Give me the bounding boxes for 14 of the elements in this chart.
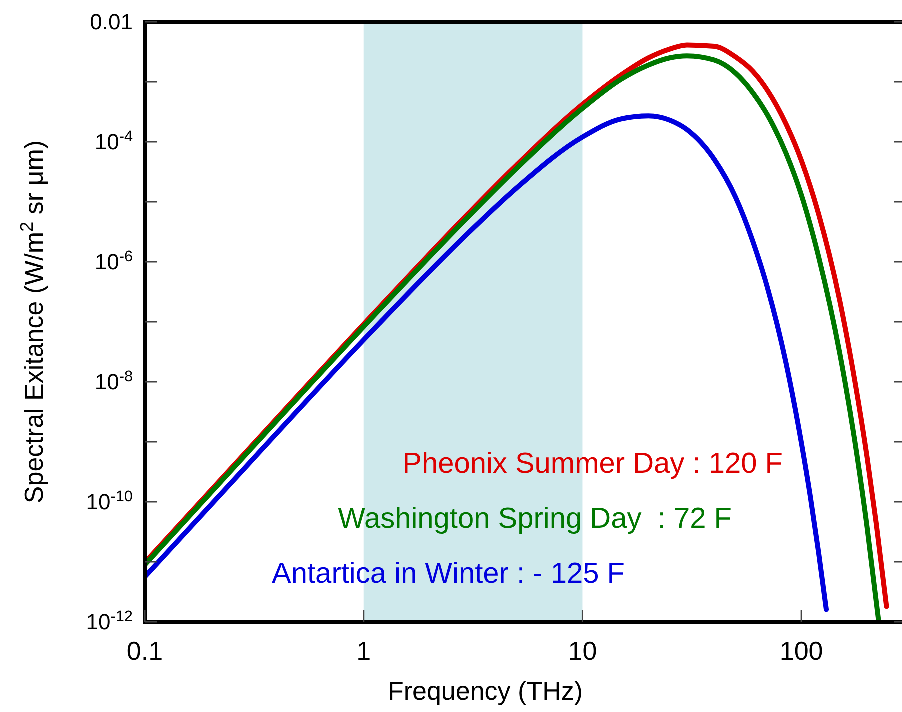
y-tick-label: 10$^{-12}$ — [86, 608, 133, 635]
x-tick-label: 1 — [356, 636, 372, 666]
x-tick-label: 100 — [780, 636, 824, 666]
x-tick-label: 10 — [568, 636, 598, 666]
y-tick-label: 10$^{-8}$ — [94, 368, 133, 395]
y-tick-label: 0.01 — [90, 10, 133, 35]
text: Antartica in Winter : - 125 F — [272, 558, 625, 590]
x-tick-label: 0.1 — [126, 636, 164, 666]
y-tick-label: 10$^{-4}$ — [94, 128, 134, 155]
text: Pheonix Summer Day : 120 F — [402, 448, 783, 480]
y-tick-label: 10$^{-10}$ — [86, 488, 133, 515]
text: Washington Spring Day : 72 F — [338, 503, 732, 535]
x-axis-title: Frequency (THz) — [388, 676, 584, 706]
y-tick-label: 10$^{-6}$ — [94, 248, 133, 275]
